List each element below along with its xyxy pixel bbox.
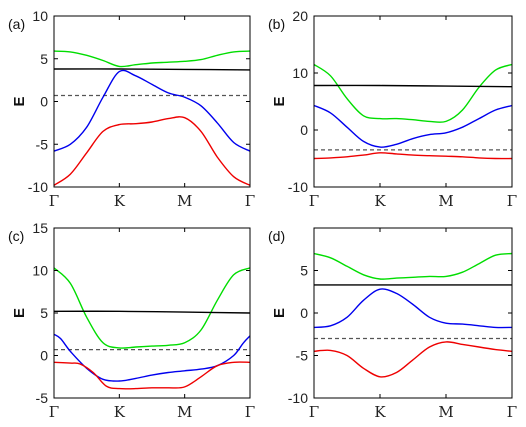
panel-a-label: (a) [8,16,25,32]
panel-a-xtick-label: K [114,192,126,210]
panel-a: -10 -5 0 5 10 Γ K M Γ E (a) [8,8,255,210]
panel-c-band-line-0 [54,267,250,349]
panel-a-ytick-label: 5 [40,51,48,67]
panel-d-xtick-label: M [438,403,453,421]
panel-c-band-line-3 [54,333,250,382]
panel-c-ytick-label: 10 [32,263,48,279]
panel-d-label: (d) [268,228,285,244]
panel-d-band-line-0 [314,252,512,280]
panel-d-xtick-label: K [374,403,386,421]
panel-d-xtick-label: Γ [507,403,517,421]
panel-c-xtick-label: Γ [245,403,255,421]
panel-c-series [54,267,250,390]
panel-d-band-line-3 [314,288,512,329]
panel-c: -5 0 5 10 15 Γ K M Γ E (c) [8,220,255,421]
panel-b-band-line-3 [314,104,512,148]
panel-b-frame [313,15,513,188]
panel-a-ytick-label: 0 [40,94,48,110]
panel-b-ytick-label: -10 [288,179,308,195]
panel-d-ytick-label: 0 [300,305,308,321]
panel-c-ytick-label: 0 [40,348,48,364]
panel-c-label: (c) [8,228,24,244]
panel-b-xtick-label: K [374,192,386,210]
panel-c-xtick-label: K [114,403,126,421]
panel-b-ylabel: E [271,96,288,106]
panel-d: -10 -5 0 5 Γ K M Γ E (d) [268,227,517,421]
panel-b-xtick-label: M [438,192,453,210]
panel-d-frame [313,227,513,399]
panel-c-band-line-4 [54,361,250,390]
panel-b: -10 0 10 20 Γ K M Γ E (b) [268,8,517,210]
panel-a-xtick-label: Γ [245,192,255,210]
panel-a-band-line-3 [54,69,250,152]
panel-b-band-line-1 [314,84,512,88]
panel-a-band-line-1 [54,68,250,71]
panel-b-ytick-label: 10 [292,65,308,81]
panel-a-ylabel: E [11,96,28,106]
panel-c-ylabel: E [11,308,28,318]
panel-c-xtick-label: Γ [49,403,59,421]
panel-b-band-line-0 [314,63,512,124]
panel-d-ylabel: E [271,308,288,318]
panel-a-band-line-4 [54,116,250,186]
panel-b-label: (b) [268,16,285,32]
panel-d-series [314,252,512,378]
panel-d-xtick-label: Γ [309,403,319,421]
panel-c-ytick-label: -5 [36,390,49,406]
panel-d-ytick-label: -5 [296,348,309,364]
panel-b-xtick-label: Γ [309,192,319,210]
panel-c-ytick-label: 5 [40,305,48,321]
panel-a-xtick-label: M [177,192,192,210]
panel-c-xtick-label: M [177,403,192,421]
panel-a-series [54,50,250,186]
panel-a-ytick-label: -5 [36,136,49,152]
panel-b-series [314,63,512,160]
panel-b-ytick-label: 20 [292,8,308,24]
panel-a-ytick-label: 10 [32,8,48,24]
panel-b-ytick-label: 0 [300,122,308,138]
panel-a-xtick-label: Γ [49,192,59,210]
panel-a-band-line-0 [54,50,250,68]
panel-d-ytick-label: -10 [288,390,308,406]
panel-a-ytick-label: -10 [28,179,48,195]
panel-d-band-line-4 [314,341,512,378]
panel-d-ytick-label: 5 [300,263,308,279]
panel-b-xtick-label: Γ [507,192,517,210]
panel-b-band-line-4 [314,152,512,160]
panel-c-band-line-1 [54,310,250,314]
panel-c-ytick-label: 15 [32,220,48,236]
